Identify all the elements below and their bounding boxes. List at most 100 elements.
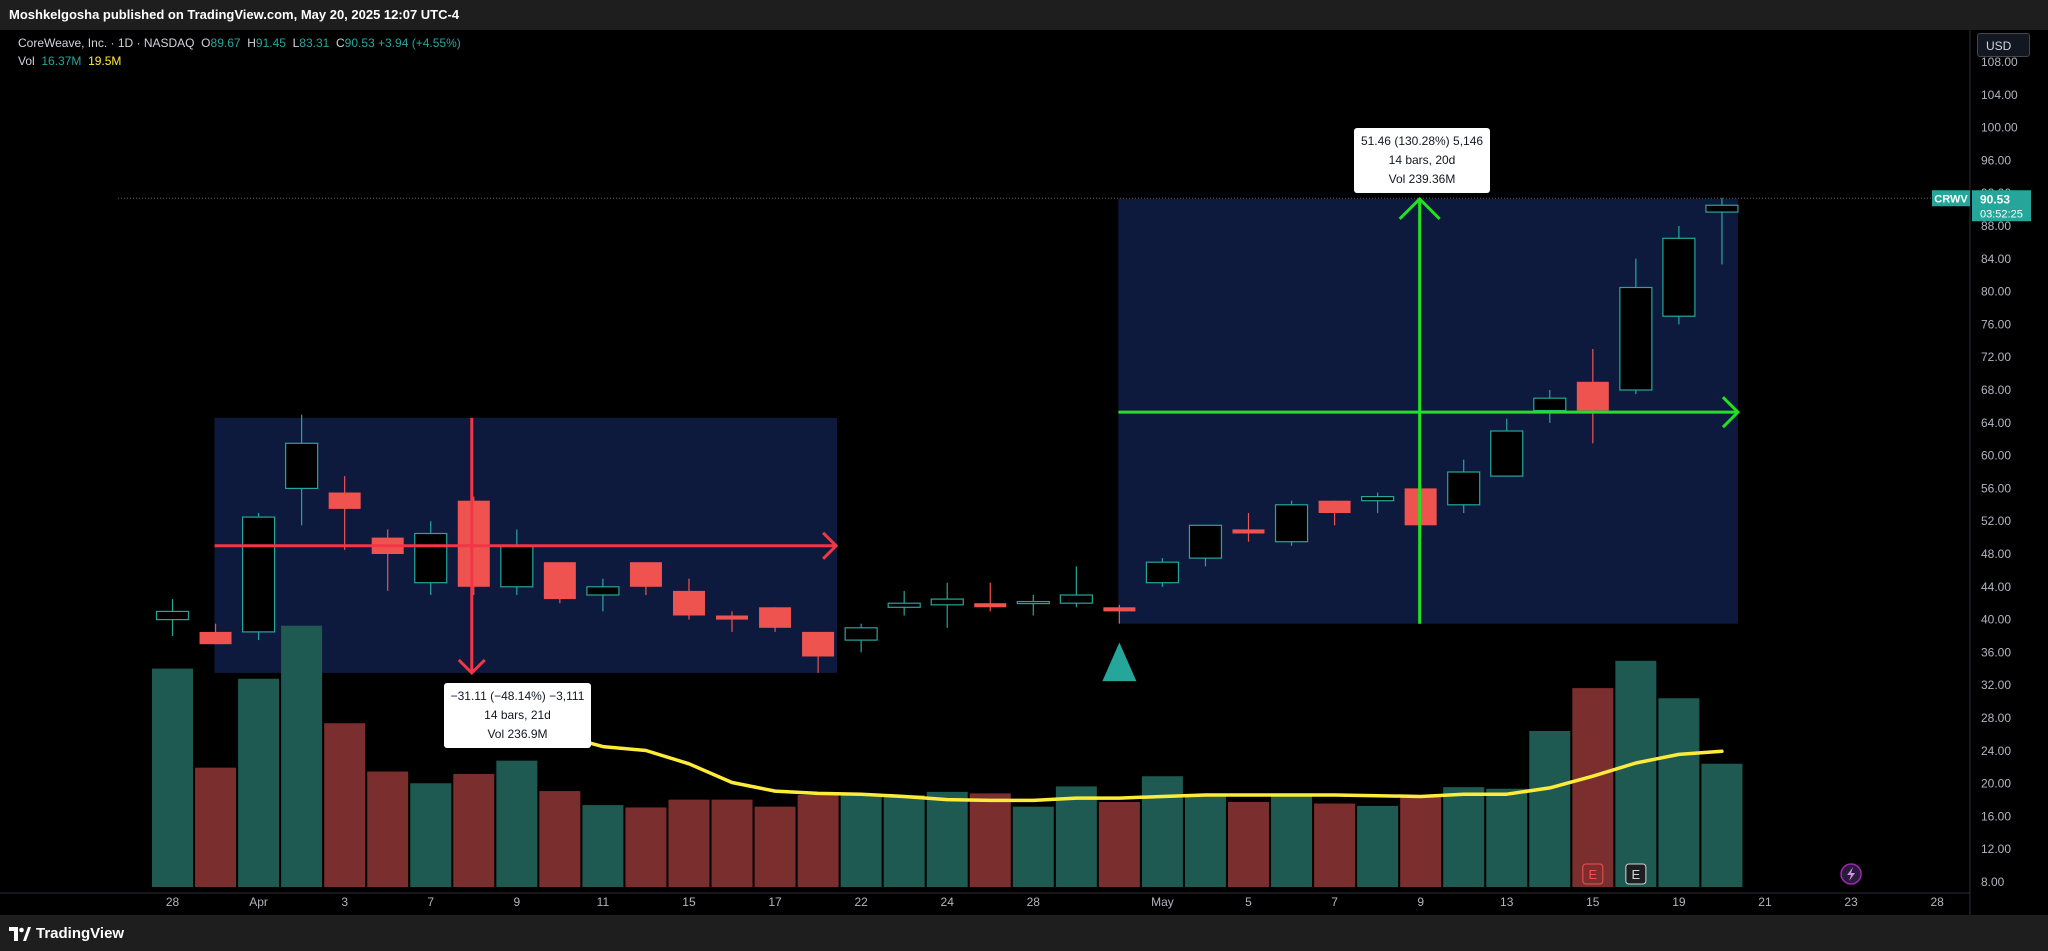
last-price-tag: CRWV 90.53 03:52:25: [1932, 190, 2031, 222]
price-tick-label: 12.00: [1981, 842, 2011, 856]
time-tick-label: Apr: [249, 895, 268, 909]
candle[interactable]: [199, 623, 232, 645]
candle[interactable]: [155, 599, 190, 636]
volume-bar: [1098, 801, 1140, 887]
candle-body: [1662, 237, 1696, 317]
candle[interactable]: [844, 623, 878, 653]
volume-ma-line: [558, 733, 1724, 803]
candle-body: [974, 603, 1007, 608]
candle[interactable]: [1490, 418, 1524, 477]
lightning-icon[interactable]: [1840, 863, 1862, 885]
candle-body: [1318, 500, 1351, 513]
candle[interactable]: [500, 529, 534, 595]
candle[interactable]: [1361, 492, 1395, 514]
candle[interactable]: [1619, 258, 1653, 395]
measure-down-change: −31.11 (−48.14%) −3,111: [450, 689, 585, 703]
candle[interactable]: [1145, 558, 1180, 587]
candle[interactable]: [759, 607, 792, 632]
tradingview-logo[interactable]: TradingView: [9, 925, 124, 942]
volume-bar: [969, 793, 1011, 887]
candle[interactable]: [1318, 500, 1351, 526]
volume-bar: [840, 794, 882, 887]
volume-bar: [582, 805, 624, 887]
time-tick-label: 22: [854, 895, 868, 909]
volume-label: Vol: [18, 54, 35, 68]
candle[interactable]: [1576, 349, 1609, 444]
time-tick-label: 11: [597, 895, 610, 909]
candle[interactable]: [716, 611, 749, 632]
volume-bar: [1529, 731, 1571, 887]
legend-volume-row: Vol 16.37M 19.5M: [18, 52, 461, 70]
price-tick-label: 8.00: [1981, 875, 2005, 889]
candle[interactable]: [328, 476, 361, 550]
candles[interactable]: [155, 197, 1739, 673]
candle[interactable]: [887, 590, 921, 616]
candle[interactable]: [1103, 604, 1136, 624]
open-label: O: [201, 36, 211, 50]
legend: CoreWeave, Inc. · 1D · NASDAQ O89.67 H91…: [18, 34, 461, 70]
measure-down-info: −31.11 (−48.14%) −3,111 14 bars, 21d Vol…: [444, 683, 591, 748]
measure-down-bars: 14 bars, 21d: [484, 708, 551, 722]
volume-bar: [668, 799, 710, 887]
candle[interactable]: [1059, 566, 1093, 608]
measure-up-hz-arrowhead: [1721, 396, 1741, 429]
candle[interactable]: [1447, 459, 1481, 513]
candle[interactable]: [672, 578, 705, 620]
brand-name: TradingView: [36, 925, 125, 942]
volume-bar: [1228, 801, 1269, 887]
candle-body: [285, 442, 319, 489]
candle[interactable]: [1533, 390, 1567, 423]
price-tag: [1972, 190, 2031, 222]
candle-body: [155, 610, 190, 621]
candle[interactable]: [457, 496, 490, 595]
ticker-tag-text: CRWV: [1934, 193, 1968, 205]
price-tick-label: 68.00: [1981, 383, 2011, 397]
candle-body: [887, 602, 921, 608]
candle-body: [716, 615, 749, 620]
candle[interactable]: [1274, 500, 1309, 546]
candle[interactable]: [1188, 524, 1223, 567]
volume-bar: [281, 625, 323, 887]
time-tick-label: 7: [1331, 895, 1338, 909]
candle-body: [586, 586, 620, 596]
candle[interactable]: [1232, 513, 1265, 542]
candle[interactable]: [930, 582, 964, 628]
candle[interactable]: [802, 631, 835, 673]
price-tick-label: 56.00: [1981, 481, 2011, 495]
candle[interactable]: [1705, 197, 1739, 265]
volume-bar: [496, 760, 538, 887]
earnings-icon[interactable]: E: [1582, 863, 1604, 885]
price-tick-label: 36.00: [1981, 645, 2011, 659]
event-label: E: [1632, 867, 1641, 882]
time-tick-label: 24: [941, 895, 955, 909]
price-tick-label: 28.00: [1981, 711, 2011, 725]
candle[interactable]: [974, 582, 1007, 612]
candle[interactable]: [241, 513, 276, 641]
volume-bar: [539, 791, 581, 887]
measure-arrows[interactable]: [214, 196, 1741, 682]
candle[interactable]: [1662, 226, 1696, 325]
candle[interactable]: [543, 562, 576, 604]
earnings-icon[interactable]: E: [1625, 863, 1647, 885]
currency-button[interactable]: USD: [1977, 33, 2030, 57]
candle[interactable]: [285, 414, 319, 526]
event-badge: [1625, 863, 1647, 885]
candle[interactable]: [1016, 595, 1050, 616]
time-tick-label: 13: [1500, 895, 1514, 909]
time-tick-label: 5: [1245, 895, 1252, 909]
time-tick-label: 15: [682, 895, 696, 909]
candle[interactable]: [629, 562, 662, 595]
close-label: C: [335, 36, 345, 50]
measure-up-arrowhead: [1398, 196, 1441, 221]
ticker-tag: [1932, 190, 1970, 207]
candlestick-chart[interactable]: EE 108.00104.00100.0096.0092.0088.0084.0…: [0, 30, 2048, 915]
candle-body: [241, 516, 276, 633]
price-tick-label: 96.00: [1981, 153, 2011, 167]
price-tick-label: 76.00: [1981, 317, 2011, 331]
candle-body: [1361, 496, 1395, 502]
candle[interactable]: [414, 521, 448, 595]
candle[interactable]: [586, 578, 620, 612]
volume-bar: [1055, 786, 1097, 887]
